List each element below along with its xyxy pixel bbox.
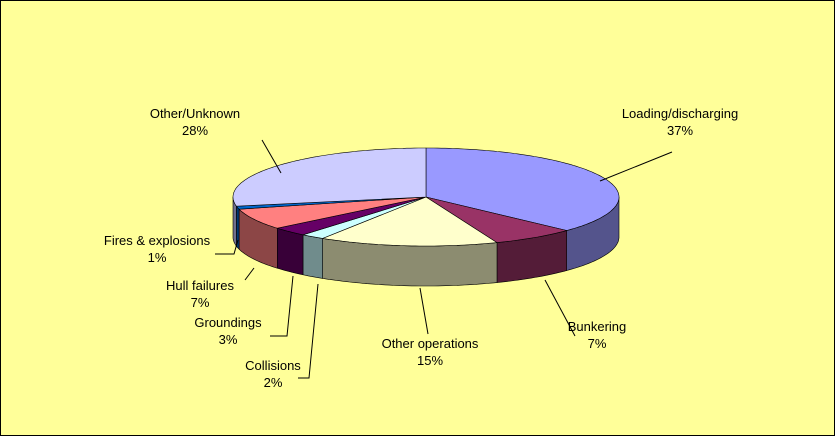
slice-top <box>277 196 427 236</box>
slice-value-label: 7% <box>588 336 607 351</box>
leader-line <box>244 267 255 281</box>
leader-line <box>599 151 673 182</box>
pie-slice <box>302 196 427 279</box>
slice-side <box>277 227 304 276</box>
slice-value-label: 15% <box>417 353 443 368</box>
slice-value-label: 3% <box>219 332 238 347</box>
slice-value-label: 7% <box>191 295 210 310</box>
leader-line <box>298 283 319 379</box>
slice-value-label: 2% <box>264 375 283 390</box>
leader-line <box>215 239 239 255</box>
slice-top <box>425 196 568 243</box>
slice-label: Other/Unknown <box>150 106 240 121</box>
leader-line <box>270 275 294 337</box>
slice-top <box>425 147 620 231</box>
slice-label: Loading/discharging <box>622 106 738 121</box>
slice-top <box>302 196 427 239</box>
slice-label: Other operations <box>382 336 479 351</box>
slice-value-label: 37% <box>667 123 693 138</box>
slice-label: Groundings <box>194 315 262 330</box>
pie-slice <box>321 196 498 287</box>
slice-side <box>302 234 323 279</box>
leader-line <box>419 287 429 335</box>
slice-label: Fires & explosions <box>104 233 211 248</box>
slice-top <box>238 196 427 229</box>
slice-label: Bunkering <box>568 319 627 334</box>
slice-top <box>321 196 498 247</box>
slice-value-label: 28% <box>182 123 208 138</box>
slice-label: Collisions <box>245 358 301 373</box>
slice-label: Hull failures <box>166 278 234 293</box>
pie-slice <box>277 196 427 276</box>
pie-slice <box>425 147 620 271</box>
leader-line <box>544 279 576 337</box>
slice-value-label: 1% <box>148 250 167 265</box>
leader-line <box>261 139 282 174</box>
